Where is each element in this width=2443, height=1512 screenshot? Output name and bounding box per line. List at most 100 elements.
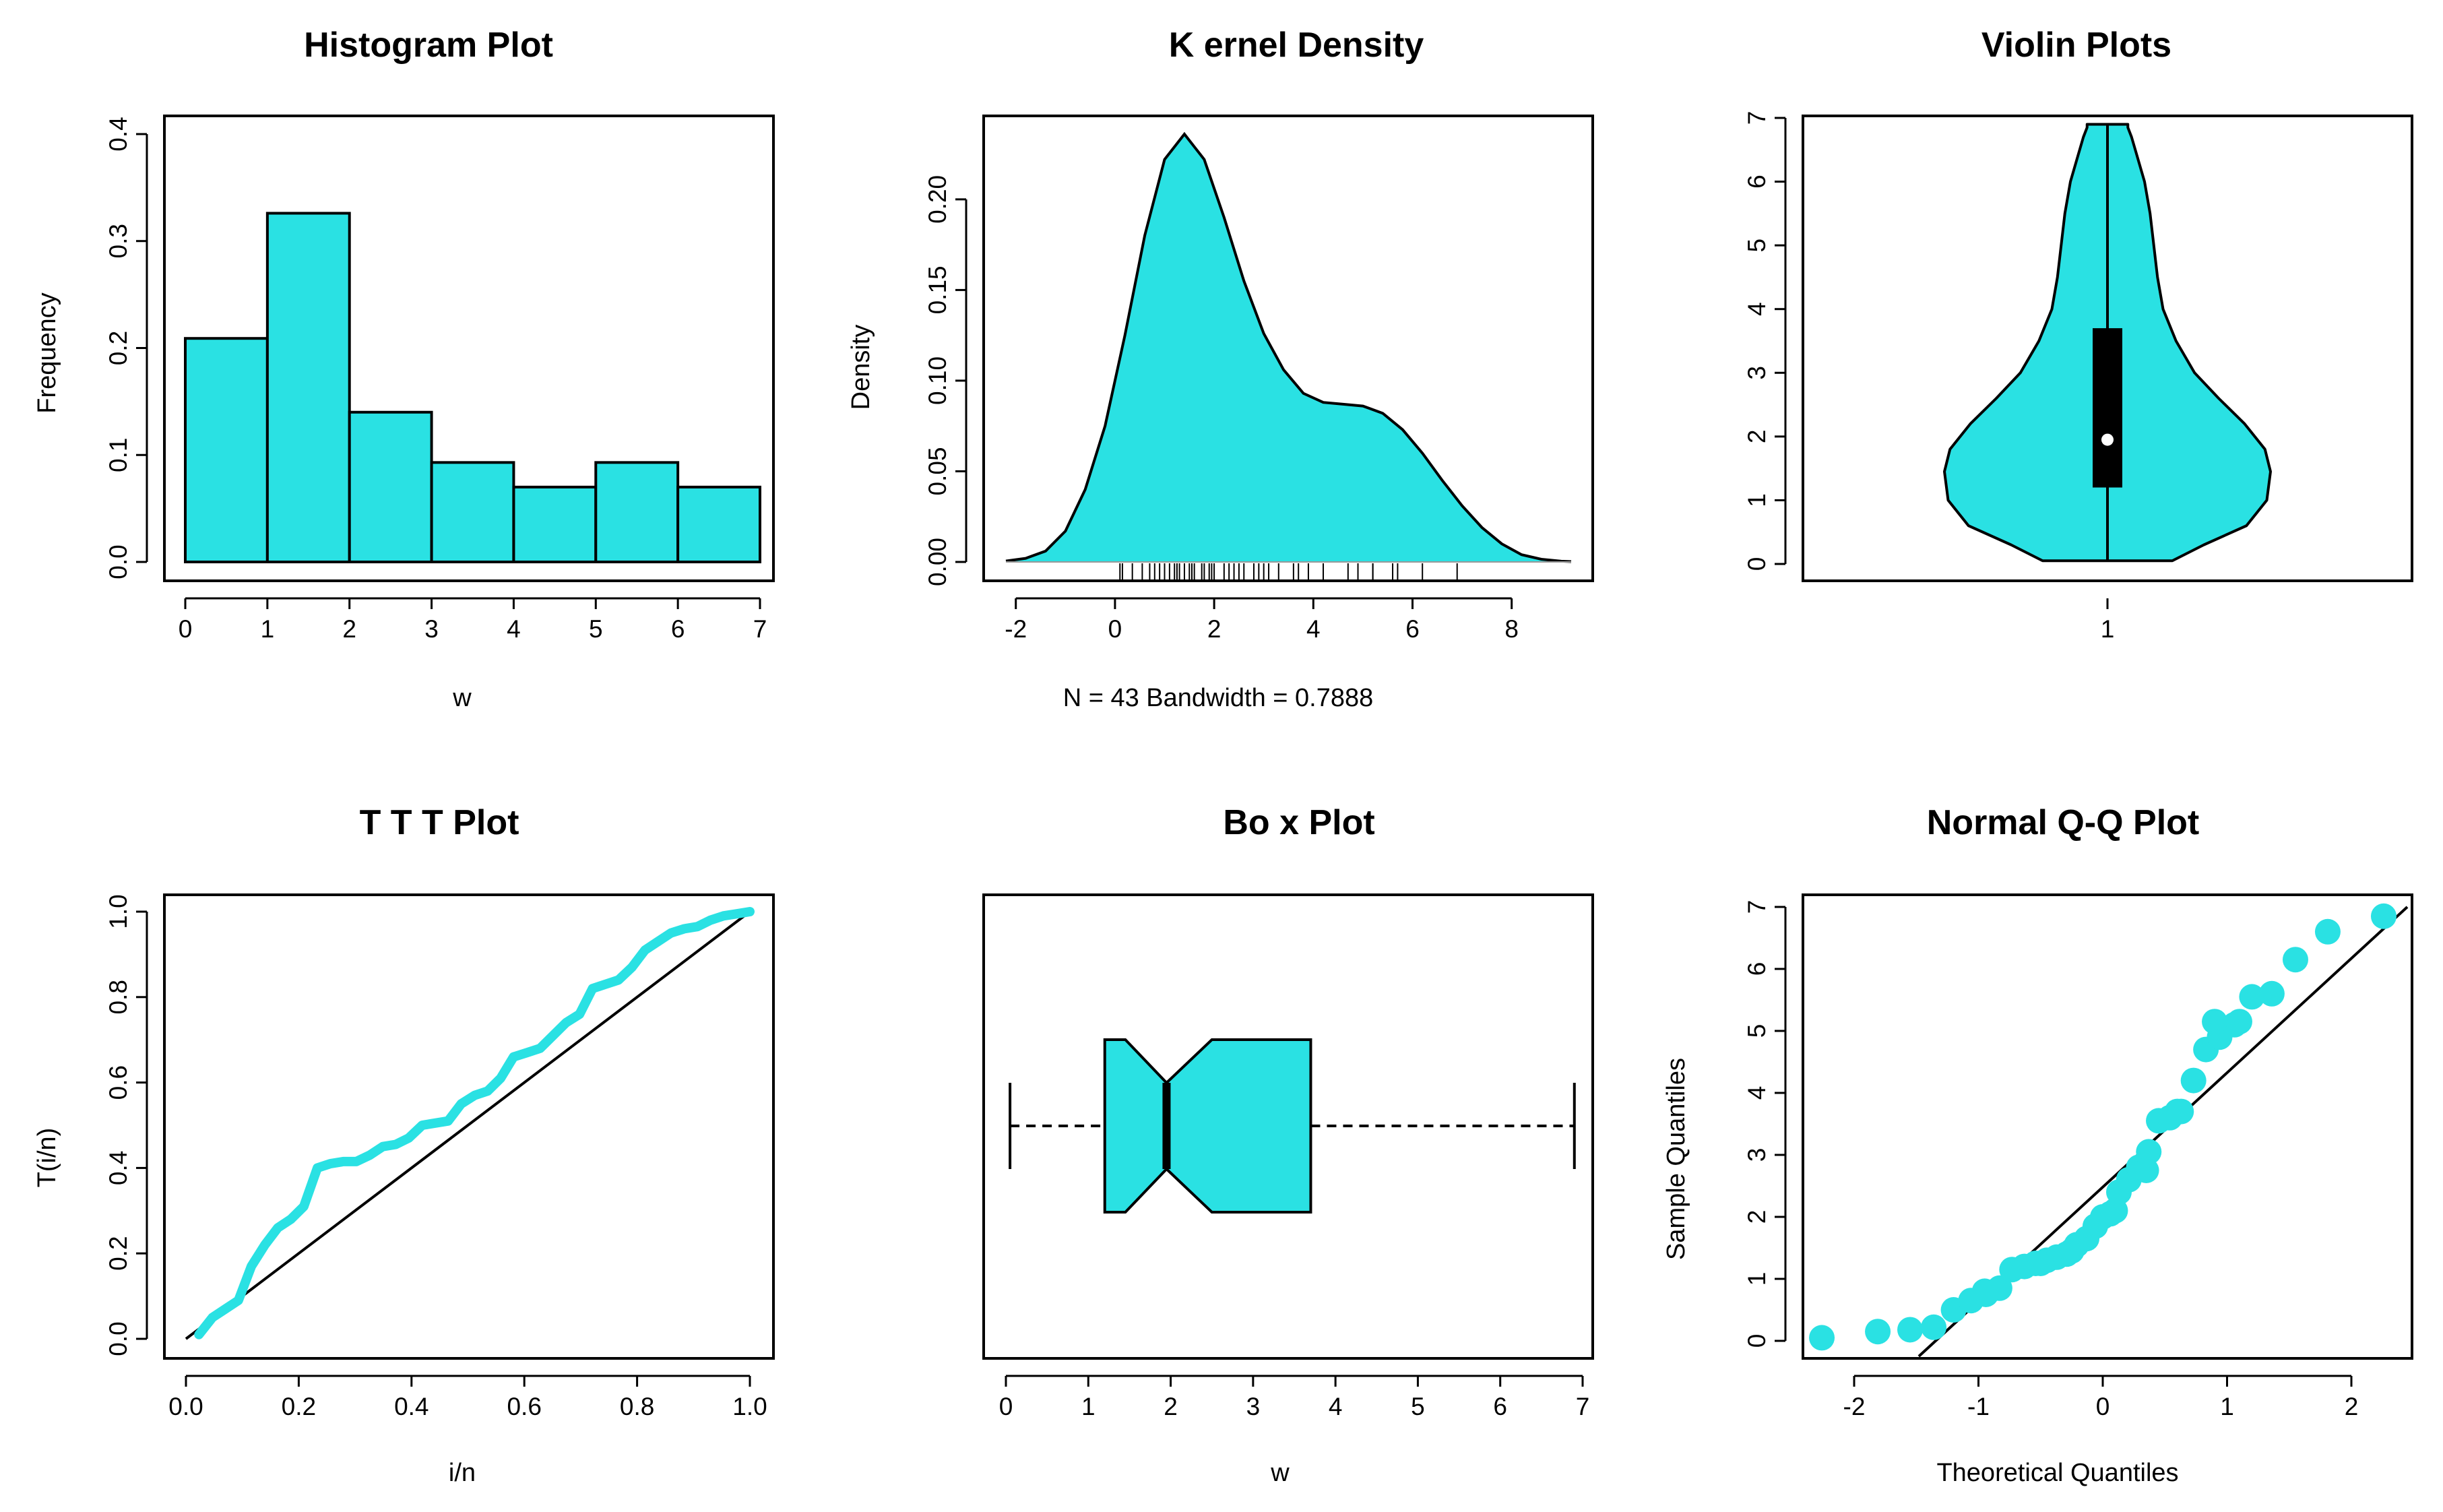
violin-y-tick-label: 6 [1743,175,1771,189]
violin-y-tick-label: 2 [1743,430,1771,444]
histogram-x-tick-label: 6 [671,615,685,643]
ttt-reference-line [185,910,751,1340]
kernel-density-ylabel: Density [847,325,875,410]
qq-x-tick-label: 0 [2096,1393,2110,1420]
density-y-tick-label: 0.00 [924,538,951,586]
box-plot-panel: Bo x Plot w 0 1 2 3 4 5 6 7 [982,803,1594,1487]
density-y-tick-label: 0.20 [924,175,951,224]
violin-median-dot [2101,433,2114,446]
histogram-y-tick-label: 0.4 [104,117,132,151]
qq-y-tick-label: 6 [1743,962,1771,976]
qq-x-tick-label: 2 [2345,1393,2359,1420]
qq-point [2314,918,2341,945]
qq-x-tick-label: 1 [2220,1393,2234,1420]
histogram-x-tick-label: 4 [507,615,521,643]
violin-y-tick-label: 7 [1743,111,1771,125]
qq-y-tick-label: 2 [1743,1210,1771,1224]
box-plot-xlabel: w [1270,1459,1290,1487]
density-x-tick-label: 6 [1405,615,1420,643]
qq-y-tick-label: 4 [1743,1086,1771,1100]
box-plot-frame [982,893,1594,1360]
histogram-bar [184,337,269,563]
violin-y-tick-label: 5 [1743,239,1771,253]
ttt-y-tick-label: 0.2 [104,1236,132,1270]
violin-y-tick-label: 1 [1743,493,1771,507]
density-x-tick-label: 2 [1207,615,1222,643]
ttt-y-tick-label: 0.8 [104,980,132,1014]
ttt-x-tick-label: 1.0 [732,1393,767,1420]
qq-panel: Normal Q-Q Plot Theoretical Quantiles Sa… [1662,803,2413,1487]
density-x-tick-label: 8 [1504,615,1519,643]
histogram-x-tick-label: 0 [179,615,193,643]
ttt-panel: T T T Plot i/n T(i/n) 0.0 0.2 0.4 0.6 0.8 1.0… [33,803,775,1487]
density-y-tick-label: 0.10 [924,356,951,405]
qq-y-tick-label: 0 [1743,1334,1771,1348]
qq-point [2258,980,2285,1007]
histogram-x-tick-label: 2 [342,615,356,643]
qq-y-tick-label: 1 [1743,1272,1771,1286]
qq-point [2164,1098,2190,1125]
histogram-ylabel: Frequency [33,292,61,414]
ttt-plot-frame [163,893,775,1360]
ttt-x-tick-label: 0.4 [394,1393,429,1420]
density-plot-frame [982,115,1594,582]
qq-x-tick-label: -2 [1843,1393,1866,1420]
qq-point [2202,1009,2228,1035]
histogram-plot-frame [163,115,775,582]
qq-point [1921,1314,1947,1340]
box-x-tick-label: 4 [1329,1393,1343,1420]
density-x-tick-label: -2 [1005,615,1027,643]
qq-point [2226,1009,2252,1035]
qq-xlabel: Theoretical Quantiles [1936,1459,2178,1487]
qq-point [2133,1158,2159,1183]
ttt-y-tick-label: 0.4 [104,1151,132,1185]
histogram-x-tick-label: 5 [589,615,603,643]
ttt-y-tick-label: 1.0 [104,894,132,928]
density-x-tick-label: 4 [1306,615,1321,643]
qq-y-tick-label: 3 [1743,1148,1771,1162]
box-x-tick-label: 5 [1411,1393,1425,1420]
qq-y-tick-label: 7 [1743,900,1771,914]
qq-point [2027,1251,2054,1276]
kernel-density-title: K ernel Density [1169,26,1424,65]
qq-point [1897,1317,1924,1343]
box-plot-title: Bo x Plot [1223,803,1374,842]
qq-point [2058,1238,2085,1264]
qq-point [2180,1067,2207,1094]
histogram-bar [348,410,433,563]
box-x-tick-label: 3 [1246,1393,1261,1420]
histogram-x-tick-label: 7 [753,615,767,643]
qq-ylabel: Sample Quantiles [1662,1058,1690,1260]
histogram-bar [265,212,351,564]
histogram-bar [676,485,762,563]
histogram-y-tick-label: 0.3 [104,224,132,258]
density-curve [1005,131,1572,563]
violin-y-tick-label: 0 [1743,557,1771,571]
ttt-x-tick-label: 0.6 [507,1393,541,1420]
box-x-tick-label: 6 [1493,1393,1507,1420]
qq-plot-frame [1802,893,2413,1360]
violin-iqr-box [2093,328,2122,488]
kernel-density-xlabel: N = 43 Bandwidth = 0.7888 [1063,684,1374,712]
notched-box [1103,1038,1312,1214]
density-x-tick-label: 0 [1108,615,1122,643]
qq-point [2370,903,2397,929]
histogram-title: Histogram Plot [304,26,553,65]
kernel-density-panel: K ernel Density N = 43 Bandwidth = 0.788… [847,26,1594,712]
qq-title: Normal Q-Q Plot [1927,803,2199,842]
qq-point [1809,1325,1835,1351]
box-x-tick-label: 2 [1164,1393,1178,1420]
ttt-title: T T T Plot [360,803,519,842]
ttt-x-tick-label: 0.2 [282,1393,316,1420]
histogram-bar [594,461,680,563]
qq-point [2282,947,2308,973]
qq-point [2239,984,2265,1010]
ttt-x-tick-label: 0.8 [620,1393,654,1420]
density-area [1006,134,1571,562]
histogram-panel: Histogram Plot w Frequency 0 1 2 3 4 5 6 7 0.0 0.… [33,26,775,712]
ttt-y-tick-label: 0.0 [104,1321,132,1356]
violin-panel: Violin Plots 0 1 2 3 4 5 6 7 1 [1743,26,2413,643]
violin-plot-frame [1802,115,2413,582]
box-x-tick-label: 1 [1081,1393,1096,1420]
histogram-xlabel: w [452,684,472,712]
